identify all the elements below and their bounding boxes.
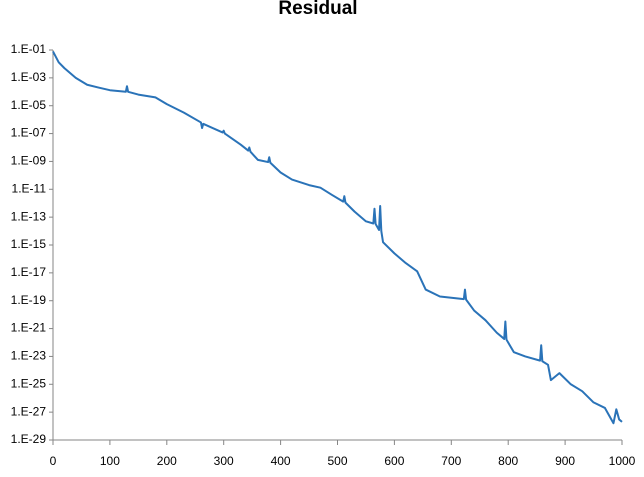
y-tick-label: 1.E-23 [11, 349, 47, 363]
x-tick-label: 0 [50, 454, 57, 468]
y-tick-label: 1.E-27 [11, 404, 47, 418]
chart-title: Residual [278, 0, 357, 19]
y-tick-label: 1.E-21 [11, 321, 47, 335]
x-tick-label: 500 [327, 454, 347, 468]
y-tick-label: 1.E-13 [11, 209, 47, 223]
y-tick-label: 1.E-25 [11, 376, 47, 390]
y-tick-label: 1.E-11 [12, 181, 47, 195]
x-tick-label: 600 [384, 454, 404, 468]
y-tick-label: 1.E-19 [11, 293, 47, 307]
data-line [52, 50, 623, 425]
x-tick-label: 900 [555, 454, 575, 468]
y-tick-label: 1.E-15 [11, 237, 47, 251]
y-tick-label: 1.E-05 [11, 98, 47, 112]
x-tick-label: 300 [214, 454, 234, 468]
x-tick-label: 200 [157, 454, 177, 468]
x-tick-label: 400 [271, 454, 291, 468]
x-tick-label: 1000 [609, 454, 636, 468]
y-tick-label: 1.E-03 [11, 70, 47, 84]
y-tick-label: 1.E-17 [11, 265, 47, 279]
x-tick-label: 100 [100, 454, 120, 468]
x-tick-label: 700 [441, 454, 461, 468]
y-tick-label: 1.E-07 [11, 126, 47, 140]
y-tick-label: 1.E-01 [11, 42, 47, 56]
y-tick-label: 1.E-09 [11, 154, 47, 168]
x-tick-label: 800 [498, 454, 518, 468]
y-tick-label: 1.E-29 [11, 432, 47, 446]
